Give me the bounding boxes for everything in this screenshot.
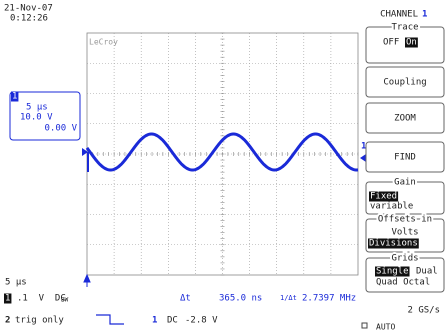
grids-dual: Dual — [416, 267, 438, 277]
footer-timebase: 5 µs — [5, 278, 27, 288]
trace-off: OFF — [383, 38, 399, 48]
inv-label: 1/Δt — [280, 294, 297, 302]
gain-variable: variable — [370, 202, 413, 212]
offsets-divisions: Divisions — [369, 239, 418, 249]
trig-mode: trig only — [15, 316, 64, 326]
trace-on: On — [406, 38, 417, 48]
gain-title: Gain — [394, 178, 416, 188]
acq-icon — [362, 323, 367, 328]
offsets-volts: Volts — [391, 228, 418, 238]
trace-title: Trace — [391, 23, 418, 33]
scope-screen: 21-Nov-07 0:12:26 CHANNEL 1 LeCroy 1 1 5… — [0, 0, 446, 333]
channel-label: CHANNEL — [380, 10, 418, 20]
gain-fixed: Fixed — [370, 192, 397, 202]
footer-bw: BW — [61, 297, 69, 304]
channel-box-number: 1 — [12, 92, 17, 102]
delta-t: 365.0 ns — [219, 294, 262, 304]
offsets-title: Offsets in — [378, 215, 432, 225]
acq-mode: AUTO — [376, 323, 395, 332]
brand: LeCroy — [89, 38, 118, 47]
right-marker — [360, 154, 366, 162]
trig-coupling: DC — [167, 316, 178, 326]
sample-rate: 2 GS/s — [407, 306, 440, 316]
frequency: 2.7397 MHz — [302, 294, 356, 304]
grids-quad-octal: Quad Octal — [376, 278, 430, 288]
channel-box-volts: 10.0 V — [20, 113, 53, 123]
footer-ch-number: 1 — [5, 294, 10, 304]
channel-number: 1 — [422, 10, 427, 20]
trigger-edge-icon — [96, 315, 124, 324]
trig-level: -2.8 V — [185, 316, 218, 326]
trig-source: 1 — [152, 316, 157, 326]
trig-channel: 2 — [5, 316, 10, 326]
delta-t-label: Δt — [180, 294, 191, 304]
channel-box-offset: 0.00 V — [44, 124, 77, 134]
date: 21-Nov-07 — [4, 4, 53, 14]
find-label: FIND — [394, 153, 416, 163]
coupling-label: Coupling — [383, 78, 426, 88]
footer-ch-settings: .1 V DC — [17, 294, 66, 304]
trigger-marker — [84, 275, 90, 287]
grids-single: Single — [376, 267, 409, 277]
grids-title: Grids — [391, 254, 418, 264]
channel-box-timebase: 5 µs — [26, 103, 48, 113]
zoom-label: ZOOM — [394, 114, 416, 124]
time: 0:12:26 — [10, 14, 48, 24]
grid — [87, 33, 358, 275]
